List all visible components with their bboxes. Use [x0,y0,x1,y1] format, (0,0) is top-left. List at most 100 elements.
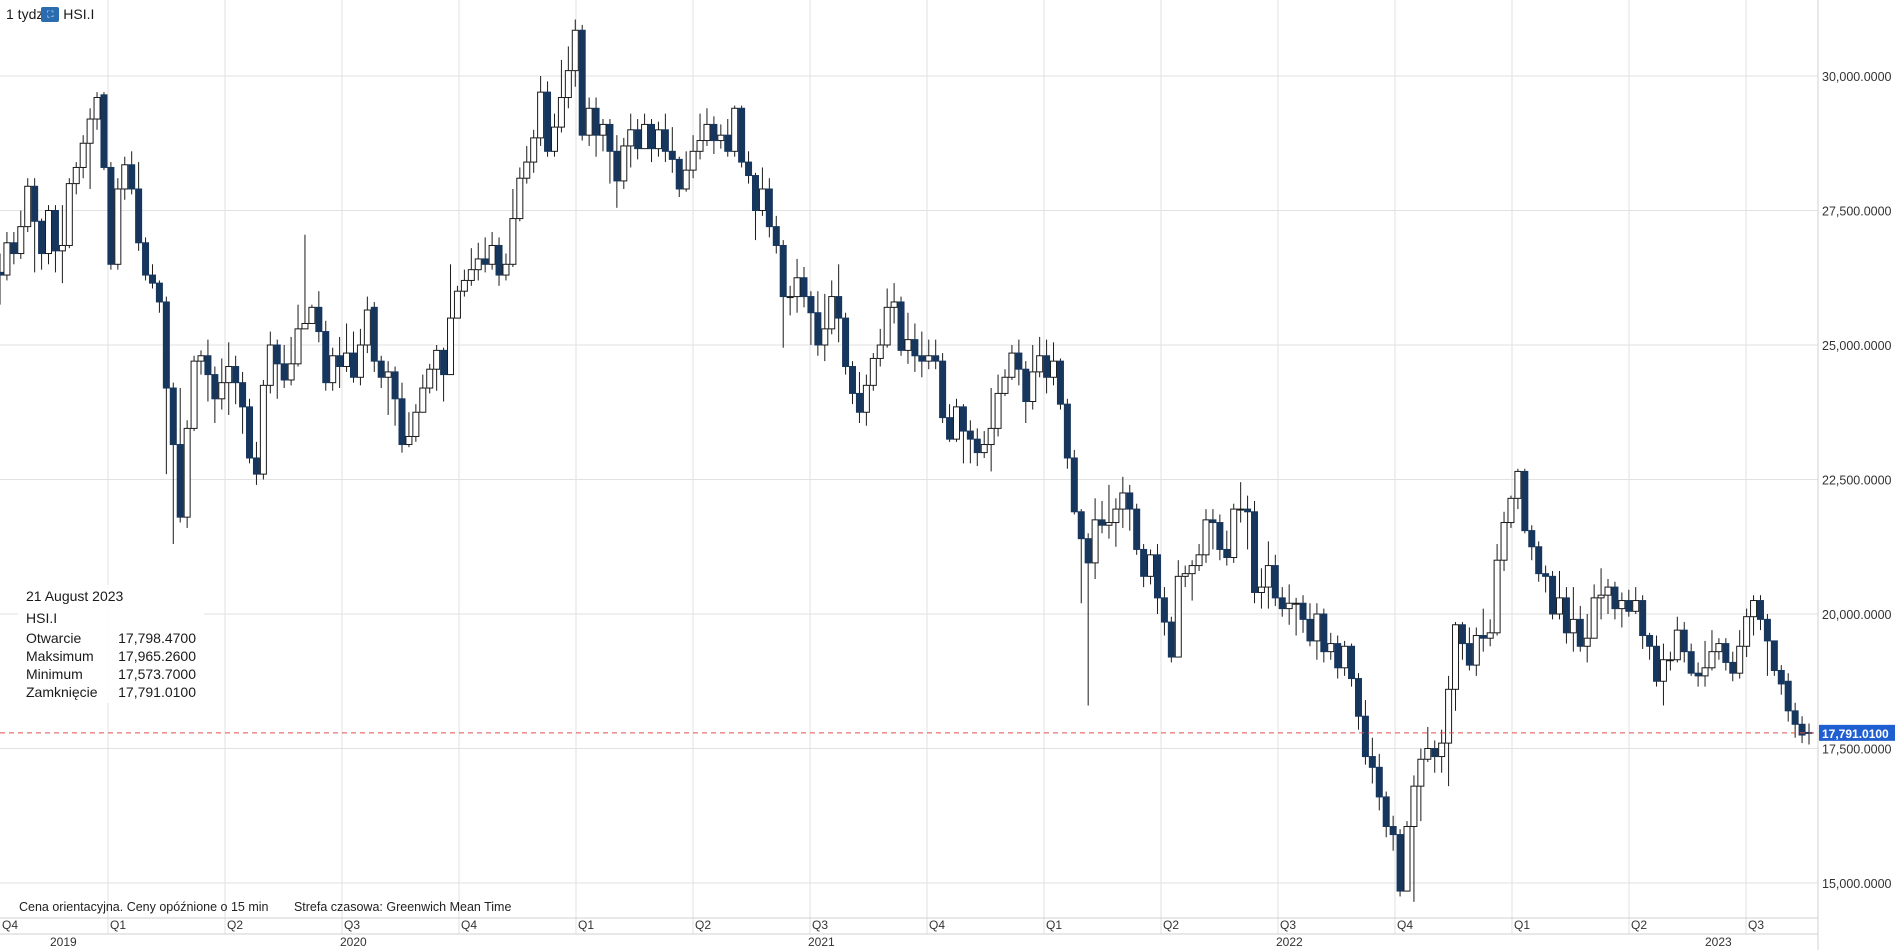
y-tick-label: 20,000.0000 [1822,608,1892,622]
candle-body [3,242,11,276]
candle-body [322,331,330,384]
candle-body [370,306,378,362]
candle-body [939,360,947,419]
candle-body [433,349,441,370]
candle-body [460,279,468,292]
symbol-label[interactable]: HSI.I [63,6,95,22]
candle-body [786,296,794,299]
candle-body [606,123,614,152]
ohlc-tooltip: 21 August 2023 HSI.I Otwarcie 17,798.4700… [18,585,204,703]
candle-body [682,169,690,190]
quarter-label: Q4 [461,918,477,932]
y-tick-label: 15,000.0000 [1822,877,1892,891]
y-tick-label: 17,500.0000 [1822,743,1892,757]
candle-body [1334,643,1342,669]
candle-body [689,150,697,171]
candle-body [1375,766,1383,798]
candle-body [703,123,711,142]
candle-body [86,118,94,144]
quarter-label: Q2 [1631,918,1647,932]
year-label: 2022 [1276,935,1303,949]
candle-body [648,123,656,150]
candle-body [356,344,364,378]
candle-body [1784,680,1792,712]
candle-body [65,183,73,246]
candle-body [183,427,191,518]
candle-body [1271,565,1279,599]
candle-body [107,166,115,265]
candle-body [225,366,233,384]
quarter-label: Q1 [110,918,126,932]
candle-body [814,312,822,346]
candle-body [142,242,150,276]
candle-body [571,29,579,72]
high-value: 17,965.2600 [118,648,196,664]
candle-body [745,161,753,177]
candle-body [1798,723,1806,736]
candle-body [45,210,53,255]
interval-label[interactable]: 1 tydz. [6,6,48,22]
candle-body [1043,355,1051,378]
candle-body [1050,360,1058,378]
candle-body [1098,519,1106,526]
candle-body [1216,522,1224,550]
candle-body [58,244,66,252]
quarter-label: Q2 [1163,918,1179,932]
candle-body [259,384,267,475]
candle-body [1361,715,1369,758]
candle-body [266,344,274,386]
y-tick-label: 27,500.0000 [1822,205,1892,219]
time-axis: Q4 Q1 Q2 Q3 Q4 Q1 Q2 Q3 Q4 Q1 Q2 Q3 Q4 Q1 Q2 Q3 2019 2020… [0,917,1818,949]
candle-body [1472,635,1480,666]
candle-body [467,269,475,281]
candle-body [232,366,240,384]
candle-body [488,244,496,265]
candle-body [384,371,392,378]
candle-body [724,134,732,152]
current-price-badge [1819,724,1895,741]
candle-body [544,91,552,152]
candle-body [301,322,309,330]
candle-body [1147,554,1155,577]
candle-body [1458,624,1466,645]
candle-body [1091,519,1099,564]
quarter-label: Q1 [578,918,594,932]
candle-body [613,150,621,182]
candle-body [738,107,746,163]
candle-body [772,226,780,246]
candle-body [911,339,919,357]
symbol-icon[interactable]: ⛶ [41,6,60,22]
candle-body [329,355,337,384]
year-label: 2023 [1705,935,1732,949]
candle-body [1056,360,1064,405]
candle-body [523,161,531,179]
candle-body [474,258,482,271]
candle-body [1604,586,1612,596]
candle-body [363,309,371,346]
candle-body [557,97,565,128]
candle-body [1535,546,1543,575]
candle-body [1562,597,1570,634]
candle-body [779,244,787,298]
candle-body [980,444,988,454]
candle-body [1327,643,1335,653]
candle-body [932,355,940,362]
candle-body [169,387,177,446]
current-price-label: 17,791.0100 [1822,727,1889,741]
candle-body [17,226,25,255]
candle-body [72,166,80,185]
candle-body [1500,522,1508,561]
candle-body [412,411,420,437]
candle-body [793,277,801,298]
quarter-label: Q1 [1514,918,1530,932]
candle-body [1576,618,1584,647]
candle-body [592,107,600,136]
candle-body [696,140,704,152]
candle-body [675,158,683,190]
candle-body [1285,602,1293,610]
candle-body [1167,621,1175,658]
candle-body [315,306,323,333]
candle-body [176,444,184,518]
